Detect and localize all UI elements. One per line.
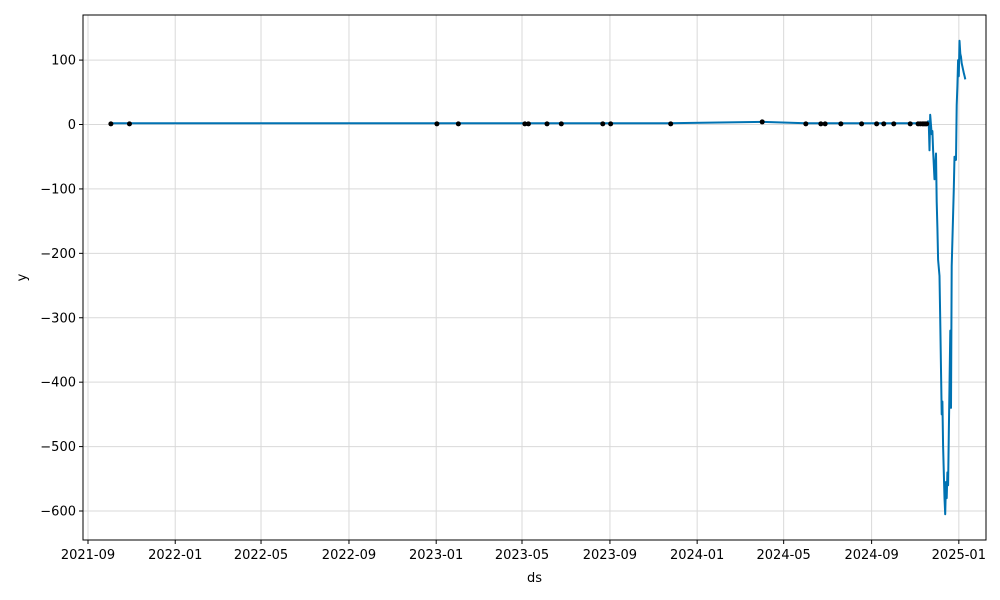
y-tick-label: 0 [68,118,76,133]
x-axis-ticks: 2021-09 2022-01 2022-05 2022-09 2023-01 2023-… [61,540,986,563]
x-tick-label: 2025-01 [932,548,986,563]
x-tick-label: 2022-09 [322,548,376,563]
y-tick-label: −400 [40,376,76,391]
observation-point [434,121,440,127]
x-tick-label: 2022-01 [148,548,202,563]
x-tick-label: 2024-05 [757,548,811,563]
plot-frame [82,14,987,541]
observation-point [838,121,844,127]
observation-point [881,121,887,127]
observation-point [608,121,614,127]
observation-point [600,121,606,127]
x-tick-label: 2021-09 [61,548,115,563]
observation-point [522,121,528,127]
y-tick-label: −600 [40,505,76,520]
observation-point [822,121,828,127]
observation-point [818,121,824,127]
y-tick-label: −300 [40,311,76,326]
x-tick-label: 2023-01 [409,548,463,563]
observation-point [558,121,564,127]
x-tick-label: 2023-05 [495,548,549,563]
observation-point [759,119,765,125]
observation-point [525,121,531,127]
observation-point [907,121,913,127]
x-tick-label: 2023-09 [583,548,637,563]
observation-point [108,121,114,127]
observation-point [859,121,865,127]
x-tick-label: 2024-09 [844,548,898,563]
forecast-line [110,39,967,516]
observation-point [455,121,461,127]
grid-lines [83,15,986,540]
x-axis-label: ds [527,571,542,586]
observation-point [126,121,132,127]
y-axis-label: y [15,273,30,281]
observation-point [668,121,674,127]
observation-point [544,121,550,127]
y-tick-label: 100 [51,54,76,69]
x-tick-label: 2022-05 [234,548,288,563]
observation-point [874,121,880,127]
y-tick-label: −100 [40,182,76,197]
plot-area [108,39,967,516]
observation-point [803,121,809,127]
y-tick-label: −200 [40,247,76,262]
x-tick-label: 2024-01 [670,548,724,563]
y-axis-ticks: 100 0 −100 −200 −300 −400 −500 −600 [40,54,83,520]
observation-point [924,121,930,127]
y-tick-label: −500 [40,440,76,455]
observation-point [891,121,897,127]
